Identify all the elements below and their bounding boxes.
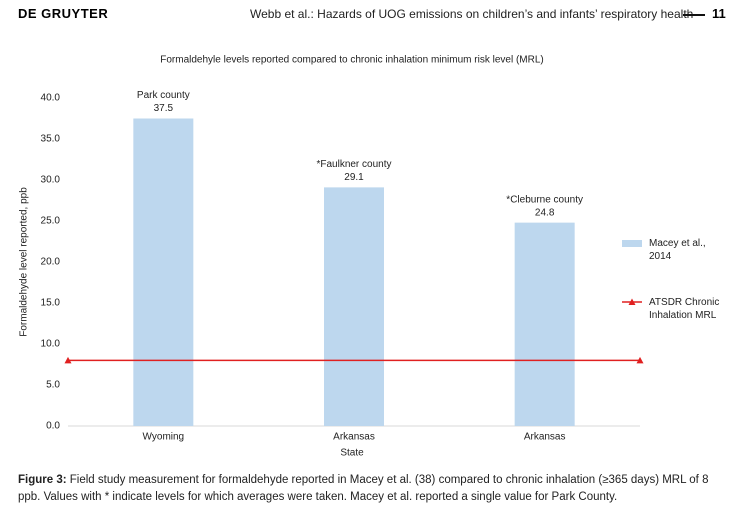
chart-title: Formaldehyle levels reported compared to… (160, 55, 543, 66)
bar (133, 118, 194, 426)
bar (324, 187, 384, 426)
x-tick-label: Arkansas (524, 432, 566, 443)
x-tick-label: Arkansas (333, 432, 375, 443)
bar-value-label: 29.1 (344, 172, 364, 183)
reference-marker (636, 356, 644, 364)
publisher: DE GRUYTER (18, 6, 109, 21)
y-tick-label: 20.0 (41, 257, 61, 268)
legend-swatch (622, 240, 642, 247)
caption-text: Field study measurement for formaldehyde… (18, 474, 709, 503)
bar-name-label: *Faulkner county (316, 159, 391, 170)
y-tick-label: 25.0 (41, 216, 61, 227)
running-title: Webb et al.: Hazards of UOG emissions on… (250, 7, 694, 21)
bar-name-label: *Cleburne county (506, 194, 583, 205)
y-axis-label: Formaldehyde level reported, ppb (19, 187, 30, 337)
header-rule (683, 14, 705, 16)
x-tick-label: Wyoming (143, 432, 185, 443)
y-tick-label: 0.0 (46, 421, 60, 432)
legend-marker (628, 298, 636, 305)
bar-value-label: 24.8 (535, 207, 555, 218)
legend-label: ATSDR Chronic Inhalation MRL (649, 297, 720, 321)
bar-value-label: 37.5 (154, 103, 174, 114)
y-tick-label: 35.0 (41, 134, 61, 145)
y-tick-label: 5.0 (46, 380, 60, 391)
legend-label: Macey et al., 2014 (649, 238, 706, 262)
page-number: 11 (712, 6, 726, 21)
bar (514, 222, 575, 426)
caption-label: Figure 3: (18, 474, 67, 486)
bar-name-label: Park county (137, 90, 190, 101)
y-tick-label: 30.0 (41, 175, 61, 186)
caption: Figure 3: Field study measurement for fo… (18, 472, 733, 506)
x-axis-label: State (340, 448, 364, 459)
reference-marker (64, 356, 72, 364)
y-tick-label: 15.0 (41, 298, 61, 309)
y-tick-label: 40.0 (41, 93, 61, 104)
y-tick-label: 10.0 (41, 339, 61, 350)
